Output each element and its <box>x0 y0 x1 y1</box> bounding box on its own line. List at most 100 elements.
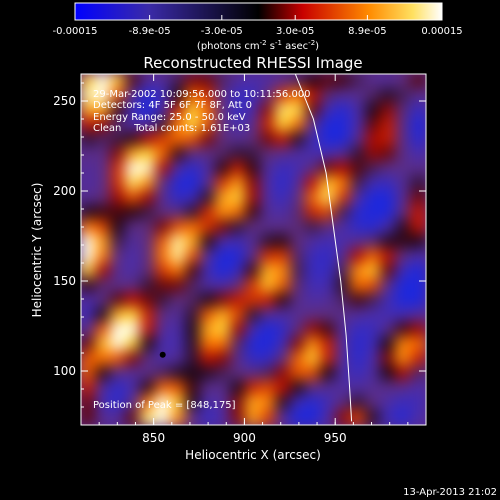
info-annotations: 29-Mar-2002 10:09:56.000 to 10:11:56.000… <box>93 89 311 411</box>
heatmap-cell <box>140 74 157 90</box>
heatmap-cell <box>200 116 217 134</box>
heatmap-cell <box>170 292 187 309</box>
heatmap-cell <box>110 380 127 397</box>
heatmap-cell <box>140 116 157 134</box>
heatmap-cell <box>395 321 412 339</box>
heatmap-cell <box>110 292 127 309</box>
heatmap-cell <box>395 160 412 178</box>
heatmap-cell <box>110 233 127 251</box>
heatmap-cell <box>305 116 322 134</box>
heatmap-cell <box>230 263 247 280</box>
heatmap-cell <box>395 248 412 266</box>
heatmap-cell <box>200 160 217 178</box>
heatmap-cell <box>215 409 232 425</box>
heatmap-cell <box>410 380 426 397</box>
heatmap-cell <box>275 365 292 383</box>
heatmap-cell <box>305 87 322 105</box>
heatmap-cell <box>155 175 172 192</box>
plot-frame <box>80 73 427 426</box>
heatmap-cell <box>335 336 352 353</box>
heatmap-cell <box>260 190 277 207</box>
heatmap-cell <box>140 87 157 105</box>
heatmap-cell <box>140 365 157 383</box>
heatmap-cell <box>200 74 217 90</box>
heatmap-cell <box>155 219 172 236</box>
heatmap-cell <box>380 87 397 105</box>
heatmap-cell <box>140 336 157 353</box>
heatmap-cell <box>230 102 247 119</box>
heatmap-cell <box>350 116 367 134</box>
heatmap-cell <box>245 292 262 309</box>
heatmap-cell <box>185 321 202 339</box>
heatmap-cell <box>215 350 232 368</box>
heatmap-cell <box>320 292 337 309</box>
x-tick-label: 850 <box>142 431 165 445</box>
heatmap-cell <box>305 277 322 295</box>
heatmap-cell <box>200 394 217 412</box>
heatmap-cell <box>170 365 187 383</box>
heatmap-cell <box>365 321 382 339</box>
heatmap-cell <box>260 131 277 149</box>
heatmap-cell <box>200 321 217 339</box>
heatmap-cell <box>410 102 426 119</box>
heatmap-cell <box>260 248 277 266</box>
heatmap-cell <box>245 219 262 236</box>
heatmap-cell <box>170 146 187 163</box>
heatmap-cell <box>275 380 292 397</box>
heatmap-cell <box>260 292 277 309</box>
heatmap-cell <box>290 219 307 236</box>
heatmap-cell <box>350 175 367 192</box>
heatmap-cell <box>245 336 262 353</box>
heatmap-cell <box>110 87 127 105</box>
heatmap-cell <box>110 321 127 339</box>
heatmap-cell <box>290 160 307 178</box>
heatmap-cell <box>155 248 172 266</box>
heatmap-cell <box>81 380 97 397</box>
heatmap-cell <box>275 160 292 178</box>
heatmap-cell <box>140 146 157 163</box>
heatmap-cell <box>335 365 352 383</box>
heatmap-cell <box>140 263 157 280</box>
heatmap-cell <box>125 160 142 178</box>
heatmap-cell <box>125 380 142 397</box>
heatmap-cell <box>365 102 382 119</box>
heatmap-cell <box>95 74 112 90</box>
heatmap-cell <box>140 175 157 192</box>
heatmap-cell <box>230 321 247 339</box>
heatmap-cell <box>95 204 112 222</box>
heatmap-cell <box>215 131 232 149</box>
heatmap-cell <box>95 307 112 324</box>
heatmap-cell <box>380 248 397 266</box>
heatmap-cell <box>185 350 202 368</box>
heatmap-cell <box>155 102 172 119</box>
heatmap-cell <box>81 292 97 309</box>
heatmap-cell <box>95 263 112 280</box>
heatmap-cell <box>200 248 217 266</box>
heatmap-cell <box>335 394 352 412</box>
heatmap-cell <box>290 307 307 324</box>
heatmap-cell <box>305 380 322 397</box>
colorbar-units: (photons cm-2 s-1 asec-2) <box>197 39 319 52</box>
heatmap-cell <box>215 365 232 383</box>
heatmap-cell <box>215 263 232 280</box>
heatmap-cell <box>185 102 202 119</box>
heatmap-cell <box>110 248 127 266</box>
y-tick-label: 200 <box>53 184 76 198</box>
heatmap-cell <box>260 380 277 397</box>
heatmap-cell <box>140 248 157 266</box>
heatmap-cell <box>320 233 337 251</box>
heatmap-cell <box>170 277 187 295</box>
heatmap-cell <box>155 116 172 134</box>
heatmap-cell <box>350 321 367 339</box>
heatmap-cell <box>125 321 142 339</box>
heatmap-cell <box>200 175 217 192</box>
heatmap-cell <box>365 131 382 149</box>
heatmap-cell <box>230 146 247 163</box>
heatmap-cell <box>275 307 292 324</box>
heatmap-cell <box>365 233 382 251</box>
heatmap-cell <box>140 277 157 295</box>
heatmap-cell <box>380 307 397 324</box>
heatmap-cell <box>200 380 217 397</box>
heatmap-cell <box>410 292 426 309</box>
